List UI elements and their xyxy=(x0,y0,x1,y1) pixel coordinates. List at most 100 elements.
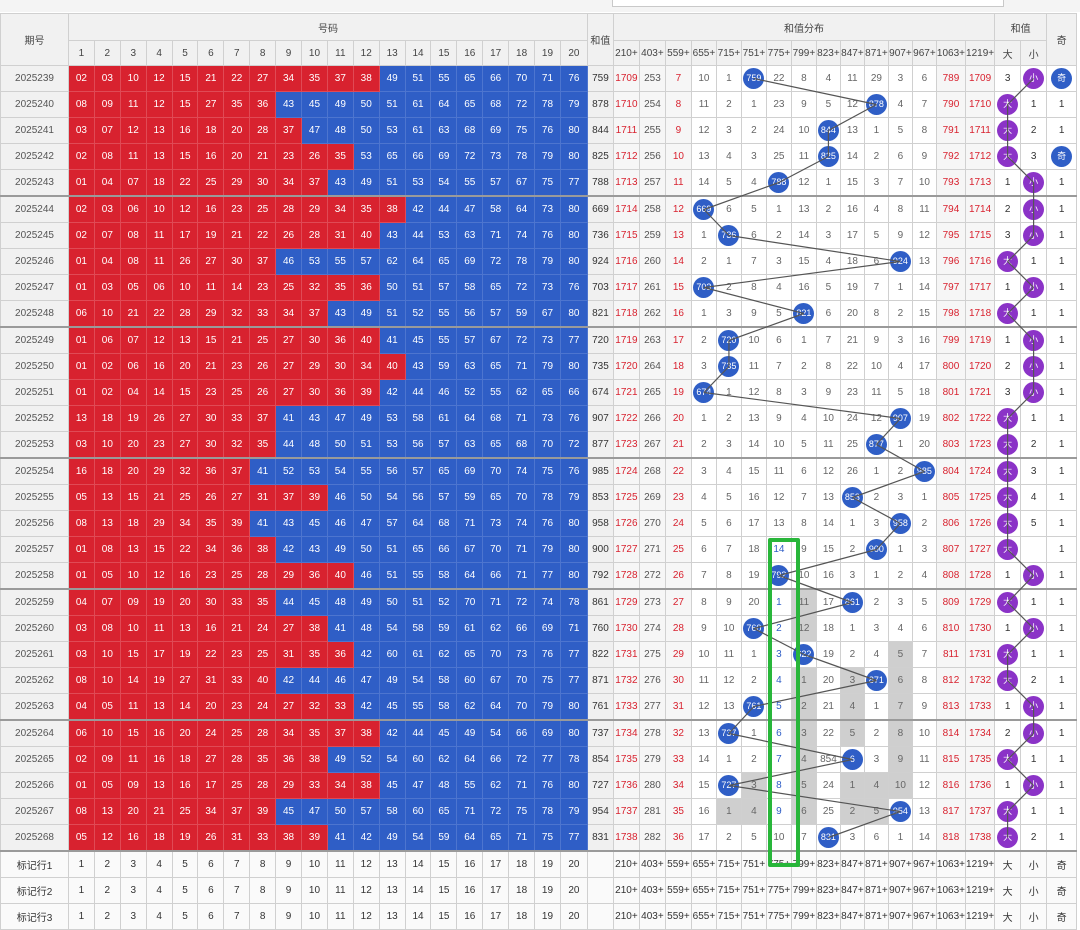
marker-number-cell[interactable]: 4 xyxy=(145,903,173,930)
marker-dist-cell[interactable]: 210+ xyxy=(612,877,640,904)
table-row[interactable]: 2025250 01 02 06 16 20 21 23 26 27 29 30 34 40 43 59 63 6… xyxy=(0,353,1078,380)
table-row[interactable]: 2025245 02 07 08 11 17 19 21 22 26 28 31 40 43 44 53 63 7… xyxy=(0,222,1078,249)
marker-dist-cell[interactable]: 559+ xyxy=(664,877,692,904)
marker-number-cell[interactable]: 4 xyxy=(145,850,173,878)
marker-odd-cell[interactable]: 奇 xyxy=(1046,850,1078,878)
marker-number-cell[interactable]: 15 xyxy=(430,903,458,930)
marker-number-cell[interactable]: 18 xyxy=(508,903,536,930)
marker-dist-cell[interactable]: 871+ xyxy=(863,877,889,904)
table-row[interactable]: 2025242 02 08 11 13 15 16 20 21 23 26 35 53 65 66 69 72 7… xyxy=(0,143,1078,170)
marker-dist-cell[interactable]: 403+ xyxy=(638,850,666,878)
marker-dist-cell[interactable]: 655+ xyxy=(690,850,717,878)
marker-number-cell[interactable]: 1 xyxy=(68,877,95,904)
table-row[interactable]: 2025256 08 13 18 29 34 35 39 41 43 45 46 47 57 64 68 71 7… xyxy=(0,510,1078,537)
table-row[interactable]: 2025266 01 05 09 13 16 17 25 28 29 33 34 38 45 47 48 55 6… xyxy=(0,772,1078,799)
marker-number-cell[interactable]: 11 xyxy=(326,877,354,904)
table-row[interactable]: 2025240 08 09 11 12 15 27 35 36 43 45 49 50 51 61 64 65 6… xyxy=(0,91,1078,118)
marker-number-cell[interactable]: 14 xyxy=(404,903,432,930)
marker-dist-cell[interactable]: 1063+ xyxy=(935,877,967,904)
marker-number-cell[interactable]: 3 xyxy=(119,903,147,930)
marker-dist-cell[interactable]: 847+ xyxy=(839,850,865,878)
table-row[interactable]: 2025258 01 05 10 12 16 23 25 28 29 36 40 46 51 55 58 64 6… xyxy=(0,562,1078,590)
marker-number-cell[interactable]: 8 xyxy=(249,850,277,878)
marker-number-cell[interactable]: 12 xyxy=(352,903,380,930)
marker-number-cell[interactable]: 13 xyxy=(378,903,406,930)
marker-dist-cell[interactable]: 775+ xyxy=(765,903,792,930)
marker-dist-cell[interactable]: 871+ xyxy=(863,903,889,930)
marker-number-cell[interactable]: 17 xyxy=(482,850,510,878)
marker-number-cell[interactable]: 1 xyxy=(68,850,95,878)
table-row[interactable]: 2025259 04 07 09 19 20 30 33 35 44 45 48 49 50 51 52 70 7… xyxy=(0,588,1078,616)
marker-dist-cell[interactable]: 823+ xyxy=(815,903,841,930)
marker-dist-cell[interactable]: 847+ xyxy=(839,903,865,930)
marker-number-cell[interactable]: 20 xyxy=(559,877,588,904)
marker-dist-cell[interactable]: 655+ xyxy=(690,877,717,904)
table-row[interactable]: 2025260 03 08 10 11 13 16 21 24 27 38 41 48 54 58 59 61 6… xyxy=(0,615,1078,642)
table-row[interactable]: 2025267 08 13 20 21 25 34 37 39 45 47 50 57 58 60 65 71 7… xyxy=(0,798,1078,825)
marker-number-cell[interactable]: 5 xyxy=(171,850,199,878)
marker-number-cell[interactable]: 6 xyxy=(197,903,225,930)
table-row[interactable]: 2025249 01 06 07 12 13 15 21 25 27 30 36 40 41 45 55 57 6… xyxy=(0,326,1078,354)
table-row[interactable]: 2025268 05 12 16 18 19 26 31 33 38 39 41 42 49 54 59 64 6… xyxy=(0,824,1078,852)
marker-number-cell[interactable]: 12 xyxy=(352,877,380,904)
marker-dist-cell[interactable]: 799+ xyxy=(790,877,817,904)
marker-dist-cell[interactable]: 715+ xyxy=(715,903,742,930)
marker-dist-cell[interactable]: 847+ xyxy=(839,877,865,904)
marker-dist-cell[interactable]: 1219+ xyxy=(965,850,996,878)
table-row[interactable]: 2025263 04 05 11 13 14 20 23 24 27 32 33 42 45 55 58 62 6… xyxy=(0,693,1078,721)
marker-number-cell[interactable]: 7 xyxy=(223,877,251,904)
marker-number-cell[interactable]: 16 xyxy=(456,903,484,930)
marker-dist-cell[interactable]: 871+ xyxy=(863,850,889,878)
marker-dist-cell[interactable]: 823+ xyxy=(815,877,841,904)
table-row[interactable]: 2025246 01 04 08 11 26 27 30 37 46 53 55 57 62 64 65 69 7… xyxy=(0,248,1078,275)
marker-dist-cell[interactable]: 775+ xyxy=(765,877,792,904)
table-row[interactable]: 2025265 02 09 11 16 18 27 28 35 36 38 49 52 54 60 62 64 6… xyxy=(0,746,1078,773)
marker-big-cell[interactable]: 大 xyxy=(994,850,1022,878)
marker-dist-cell[interactable]: 210+ xyxy=(612,903,640,930)
marker-dist-cell[interactable]: 655+ xyxy=(690,903,717,930)
table-row[interactable]: 2025255 05 13 15 21 25 26 27 31 37 39 46 50 54 56 57 59 6… xyxy=(0,484,1078,511)
marker-number-cell[interactable]: 14 xyxy=(404,877,432,904)
marker-number-cell[interactable]: 9 xyxy=(275,877,303,904)
table-row[interactable]: 2025264 06 10 15 16 20 24 25 28 34 35 37 38 42 44 45 49 5… xyxy=(0,719,1078,747)
marker-dist-cell[interactable]: 403+ xyxy=(638,903,666,930)
marker-number-cell[interactable]: 10 xyxy=(301,877,328,904)
marker-big-cell[interactable]: 大 xyxy=(994,903,1022,930)
marker-dist-cell[interactable]: 907+ xyxy=(887,850,913,878)
table-row[interactable]: 2025257 01 08 13 15 22 34 36 38 42 43 49 50 51 65 66 67 7… xyxy=(0,536,1078,563)
marker-number-cell[interactable]: 19 xyxy=(534,877,561,904)
marker-dist-cell[interactable]: 907+ xyxy=(887,903,913,930)
table-row[interactable]: 2025247 01 03 05 06 10 11 14 23 25 32 35 36 50 51 57 58 6… xyxy=(0,274,1078,301)
table-row[interactable]: 2025244 02 03 06 10 12 16 23 25 28 29 34 35 38 42 44 47 5… xyxy=(0,195,1078,223)
marker-number-cell[interactable]: 2 xyxy=(93,850,121,878)
marker-dist-cell[interactable]: 967+ xyxy=(911,903,937,930)
marker-dist-cell[interactable]: 751+ xyxy=(740,850,767,878)
marker-number-cell[interactable]: 18 xyxy=(508,877,536,904)
marker-number-cell[interactable]: 17 xyxy=(482,877,510,904)
table-row[interactable]: 2025248 06 10 21 22 28 29 32 33 34 37 43 49 51 52 55 56 5… xyxy=(0,300,1078,328)
table-row[interactable]: 2025261 03 10 15 17 19 22 23 25 31 35 36 42 60 61 62 65 7… xyxy=(0,641,1078,668)
marker-number-cell[interactable]: 7 xyxy=(223,903,251,930)
marker-dist-cell[interactable]: 715+ xyxy=(715,850,742,878)
marker-number-cell[interactable]: 13 xyxy=(378,877,406,904)
marker-small-cell[interactable]: 小 xyxy=(1020,850,1048,878)
marker-small-cell[interactable]: 小 xyxy=(1020,903,1048,930)
table-row[interactable]: 2025254 16 18 20 29 32 36 37 41 52 53 54 55 56 57 65 69 7… xyxy=(0,457,1078,485)
table-row[interactable]: 2025252 13 18 19 26 27 30 33 37 41 43 47 49 53 58 61 64 6… xyxy=(0,405,1078,432)
marker-number-cell[interactable]: 9 xyxy=(275,850,303,878)
table-row[interactable]: 2025239 02 03 10 12 15 21 22 27 34 35 37 38 49 51 55 65 6… xyxy=(0,65,1078,92)
marker-number-cell[interactable]: 8 xyxy=(249,903,277,930)
table-row[interactable]: 2025251 01 02 04 14 15 23 25 26 27 30 36 39 42 44 46 52 5… xyxy=(0,379,1078,406)
marker-dist-cell[interactable]: 751+ xyxy=(740,903,767,930)
marker-number-cell[interactable]: 10 xyxy=(301,903,328,930)
marker-dist-cell[interactable]: 907+ xyxy=(887,877,913,904)
marker-number-cell[interactable]: 18 xyxy=(508,850,536,878)
marker-number-cell[interactable]: 11 xyxy=(326,903,354,930)
marker-number-cell[interactable]: 13 xyxy=(378,850,406,878)
marker-dist-cell[interactable]: 1219+ xyxy=(965,877,996,904)
marker-number-cell[interactable]: 12 xyxy=(352,850,380,878)
marker-big-cell[interactable]: 大 xyxy=(994,877,1022,904)
marker-number-cell[interactable]: 14 xyxy=(404,850,432,878)
marker-dist-cell[interactable]: 559+ xyxy=(664,850,692,878)
marker-number-cell[interactable]: 4 xyxy=(145,877,173,904)
